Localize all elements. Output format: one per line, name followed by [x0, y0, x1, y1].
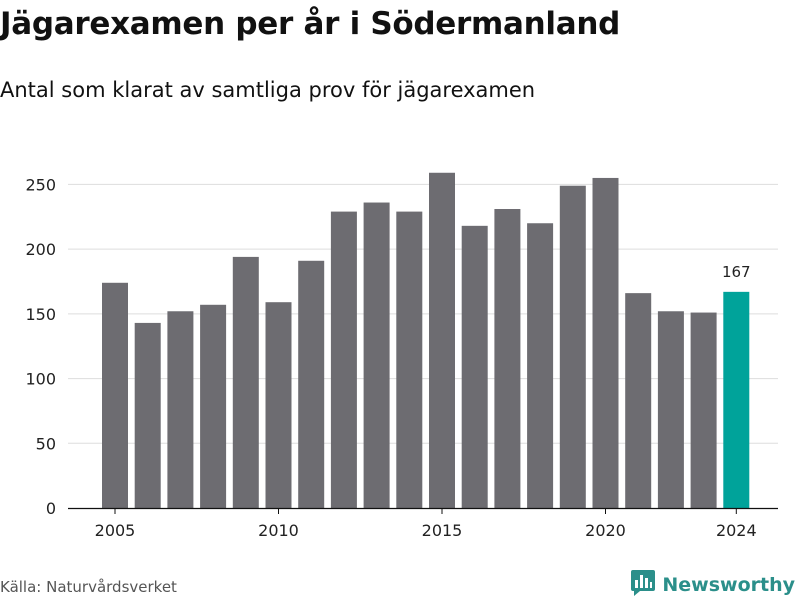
bar-2016 — [461, 225, 488, 508]
bar-2013 — [363, 202, 390, 509]
x-tick-label: 2020 — [585, 521, 626, 540]
bar-chart-logo-icon — [631, 569, 656, 600]
x-tick-label: 2015 — [422, 521, 463, 540]
bars — [102, 172, 750, 509]
bar-2024 — [723, 291, 750, 508]
x-axis — [68, 507, 778, 514]
bar-2023 — [690, 312, 717, 508]
source-note: Källa: Naturvårdsverket — [0, 578, 177, 596]
bar-2018 — [527, 223, 554, 508]
y-tick-label: 100 — [25, 370, 56, 389]
bar-2008 — [200, 304, 227, 508]
bar-2005 — [102, 282, 128, 508]
bar-2021 — [625, 293, 652, 508]
bar-2015 — [429, 172, 455, 508]
bar-2022 — [657, 311, 684, 508]
chart-title: Jägarexamen per år i Södermanland — [0, 6, 621, 42]
x-axis-tick-labels: 2005 2010 2015 2020 2024 — [95, 521, 757, 540]
bar-2011 — [298, 260, 325, 508]
data-labels: 167 — [722, 263, 751, 281]
bar-2009 — [232, 256, 259, 508]
bar-2014 — [396, 211, 423, 508]
y-tick-label: 150 — [25, 305, 56, 324]
chart-subtitle: Antal som klarat av samtliga prov för jä… — [0, 78, 536, 102]
y-tick-label: 0 — [46, 499, 56, 518]
bar-2007 — [167, 311, 194, 508]
data-label: 167 — [722, 263, 751, 281]
bar-2020 — [592, 177, 619, 508]
brand-logo[interactable]: Newsworthy — [631, 569, 795, 600]
bar-2010 — [265, 302, 292, 508]
y-tick-label: 50 — [36, 434, 56, 453]
x-tick-label: 2005 — [95, 521, 136, 540]
y-axis-tick-labels: 0 50 100 150 200 250 — [25, 175, 56, 518]
x-tick-label: 2024 — [716, 521, 757, 540]
bar-2019 — [559, 185, 586, 509]
y-tick-label: 250 — [25, 175, 56, 194]
bar-2012 — [330, 211, 357, 508]
x-tick-label: 2010 — [258, 521, 299, 540]
bar-2006 — [134, 322, 161, 508]
brand-name: Newsworthy — [662, 573, 795, 596]
bar-2017 — [494, 209, 521, 508]
y-tick-label: 200 — [25, 240, 56, 259]
